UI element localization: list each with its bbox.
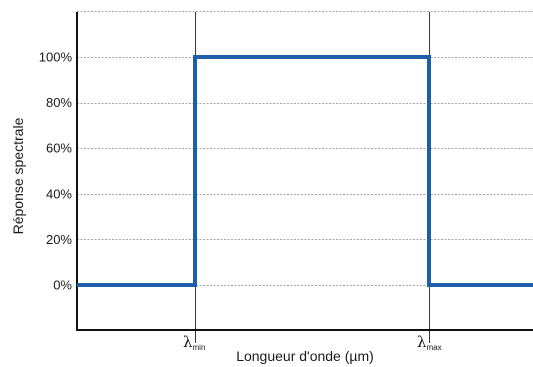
- axes: [76, 12, 533, 331]
- y-tick-label: 60%: [46, 141, 72, 156]
- y-tick-label: 0%: [53, 278, 72, 293]
- x-axis-title: Longueur d'onde (µm): [236, 348, 374, 364]
- series-line: [77, 55, 533, 287]
- x-reference-labels: λmin λmax: [183, 333, 442, 352]
- y-tick-label: 20%: [46, 232, 72, 247]
- grid-layer: [77, 11, 533, 286]
- series-layer: [77, 55, 533, 287]
- x-reference-label: λmax: [417, 333, 442, 352]
- y-tick-labels: 0% 20% 40% 60% 80% 100%: [39, 50, 73, 293]
- x-reference-label: λmin: [183, 333, 205, 352]
- reference-lines: [195, 12, 430, 343]
- y-tick-label: 80%: [46, 95, 72, 110]
- y-axis-title: Réponse spectrale: [10, 117, 26, 234]
- y-tick-label: 100%: [39, 50, 73, 65]
- y-tick-label: 40%: [46, 186, 72, 201]
